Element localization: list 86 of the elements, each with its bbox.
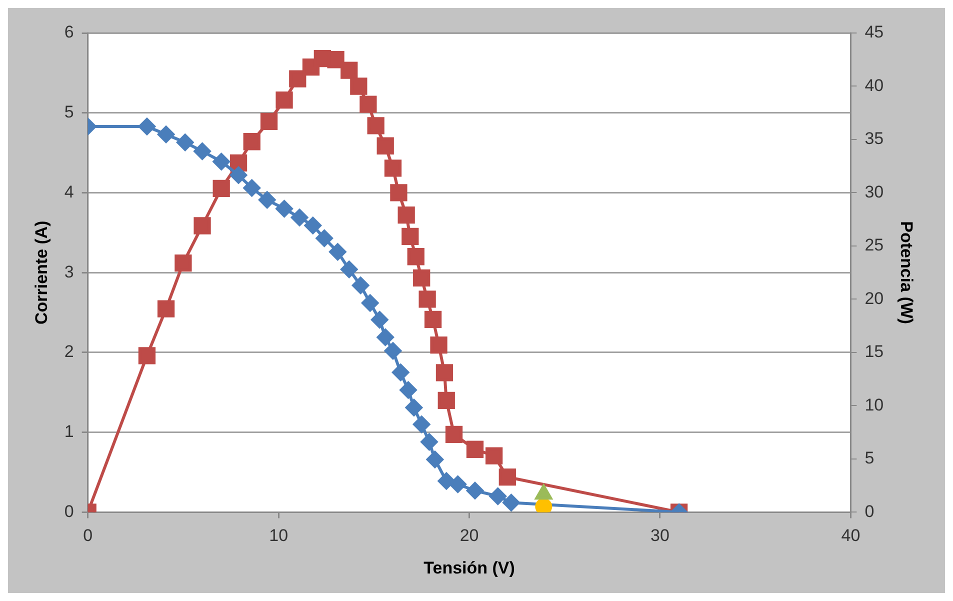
point bbox=[276, 200, 293, 218]
point bbox=[398, 206, 415, 224]
y-tick-label: 1 bbox=[64, 422, 74, 442]
point bbox=[485, 447, 503, 464]
y2-tick-label: 5 bbox=[864, 448, 874, 468]
point bbox=[316, 230, 333, 247]
point bbox=[449, 476, 466, 493]
point bbox=[362, 294, 379, 312]
point bbox=[158, 126, 175, 143]
point bbox=[420, 433, 438, 450]
point bbox=[413, 269, 430, 286]
point bbox=[426, 450, 444, 468]
point bbox=[138, 118, 156, 135]
y2-tick-label: 10 bbox=[864, 395, 884, 414]
point bbox=[352, 276, 370, 294]
point bbox=[436, 364, 454, 382]
point bbox=[392, 364, 410, 381]
y2-tick-label: 35 bbox=[864, 129, 884, 148]
point bbox=[466, 440, 484, 458]
point bbox=[360, 96, 377, 113]
point bbox=[258, 191, 276, 208]
point bbox=[376, 137, 394, 154]
y2-tick-label: 0 bbox=[864, 502, 874, 521]
y-tick-label: 3 bbox=[64, 262, 74, 282]
point bbox=[418, 290, 436, 308]
point bbox=[502, 494, 520, 512]
x-axis-title: Tensión (V) bbox=[424, 558, 515, 578]
y2-tick-label: 15 bbox=[864, 342, 884, 362]
y2-axis-title: Potencia (W) bbox=[897, 221, 916, 324]
y2-tick-label: 40 bbox=[864, 76, 884, 95]
y2-tick-label: 20 bbox=[864, 288, 884, 308]
point bbox=[327, 51, 344, 68]
point bbox=[445, 426, 463, 444]
point bbox=[430, 336, 448, 354]
point bbox=[138, 347, 156, 364]
y2-tick-label: 45 bbox=[864, 22, 884, 42]
point bbox=[535, 498, 552, 512]
point bbox=[489, 488, 506, 505]
point bbox=[384, 342, 402, 360]
point bbox=[466, 482, 484, 500]
point bbox=[407, 248, 424, 266]
x-tick-label: 30 bbox=[650, 526, 670, 546]
point bbox=[402, 228, 419, 245]
point bbox=[405, 399, 422, 416]
point bbox=[413, 416, 430, 433]
point bbox=[243, 179, 260, 196]
point bbox=[176, 134, 194, 151]
point bbox=[400, 382, 417, 399]
point bbox=[438, 392, 455, 409]
point bbox=[390, 184, 408, 202]
point bbox=[367, 117, 384, 134]
y-tick-label: 5 bbox=[64, 102, 74, 122]
point bbox=[340, 260, 358, 278]
y2-tick-label: 25 bbox=[864, 236, 884, 255]
point bbox=[350, 78, 368, 95]
y-tick-label: 4 bbox=[64, 182, 74, 202]
point bbox=[438, 472, 455, 490]
point bbox=[212, 153, 230, 170]
point bbox=[498, 468, 516, 486]
point bbox=[376, 328, 394, 346]
point bbox=[329, 243, 346, 260]
point bbox=[194, 217, 211, 234]
x-tick-label: 20 bbox=[460, 526, 479, 546]
x-tick-label: 0 bbox=[83, 526, 93, 546]
y2-tick-label: 30 bbox=[864, 182, 884, 202]
y-axis-title: Corriente (A) bbox=[32, 220, 51, 325]
point bbox=[291, 208, 308, 226]
point bbox=[276, 92, 293, 109]
point bbox=[212, 180, 230, 198]
point bbox=[260, 112, 278, 130]
x-tick-label: 40 bbox=[841, 526, 860, 546]
point bbox=[340, 62, 358, 79]
point bbox=[243, 133, 260, 150]
point bbox=[157, 300, 175, 318]
point bbox=[194, 142, 211, 160]
y-tick-label: 6 bbox=[64, 22, 74, 42]
point bbox=[384, 160, 402, 177]
x-tick-label: 10 bbox=[269, 526, 288, 546]
point bbox=[174, 254, 192, 272]
point bbox=[371, 311, 388, 328]
y-tick-label: 2 bbox=[64, 342, 74, 362]
point bbox=[289, 70, 306, 88]
point bbox=[304, 216, 322, 234]
point bbox=[230, 166, 248, 184]
point bbox=[424, 310, 442, 328]
y-tick-label: 0 bbox=[64, 502, 74, 521]
